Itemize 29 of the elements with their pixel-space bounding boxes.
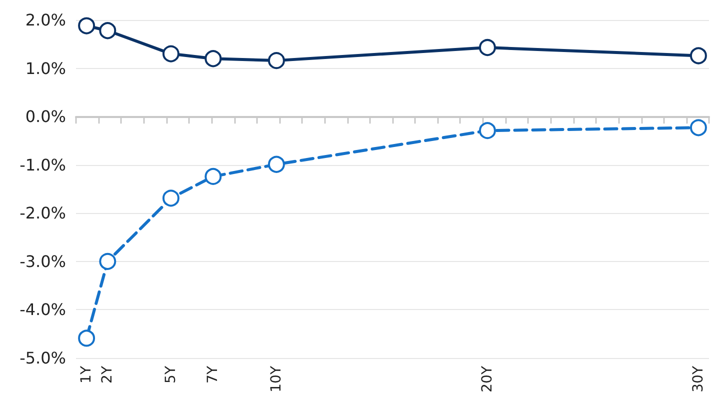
point [78,330,96,347]
point [78,17,96,34]
x-tick-label: 20Y [479,366,496,392]
y-tick-label: 2.0% [25,10,66,30]
point [690,119,707,136]
y-tick-label: 0.0% [25,107,66,126]
point [162,190,180,207]
y-tick-label: 1.0% [25,58,66,78]
y-tick-label: -2.0% [20,204,66,223]
x-tick-label: 30Y [690,366,706,392]
y-tick-label: -1.0% [20,155,66,174]
x-tick-label: 1Y [78,366,95,384]
y-tick-label: -3.0% [20,252,66,271]
point [268,52,285,70]
point [162,45,180,62]
y-tick-label: -4.0% [20,300,66,320]
point [99,22,116,40]
point [478,39,496,56]
point [99,252,116,270]
point [478,122,496,140]
point [690,47,707,64]
y-tick-label: -5.0% [20,348,66,368]
x-tick-label: 5Y [162,366,179,384]
point [268,156,285,173]
x-tick-label: 10Y [268,366,284,392]
x-tick-label: 2Y [100,366,116,384]
x-tick-label: 7Y [205,366,222,384]
point [204,168,222,185]
point [204,50,222,68]
